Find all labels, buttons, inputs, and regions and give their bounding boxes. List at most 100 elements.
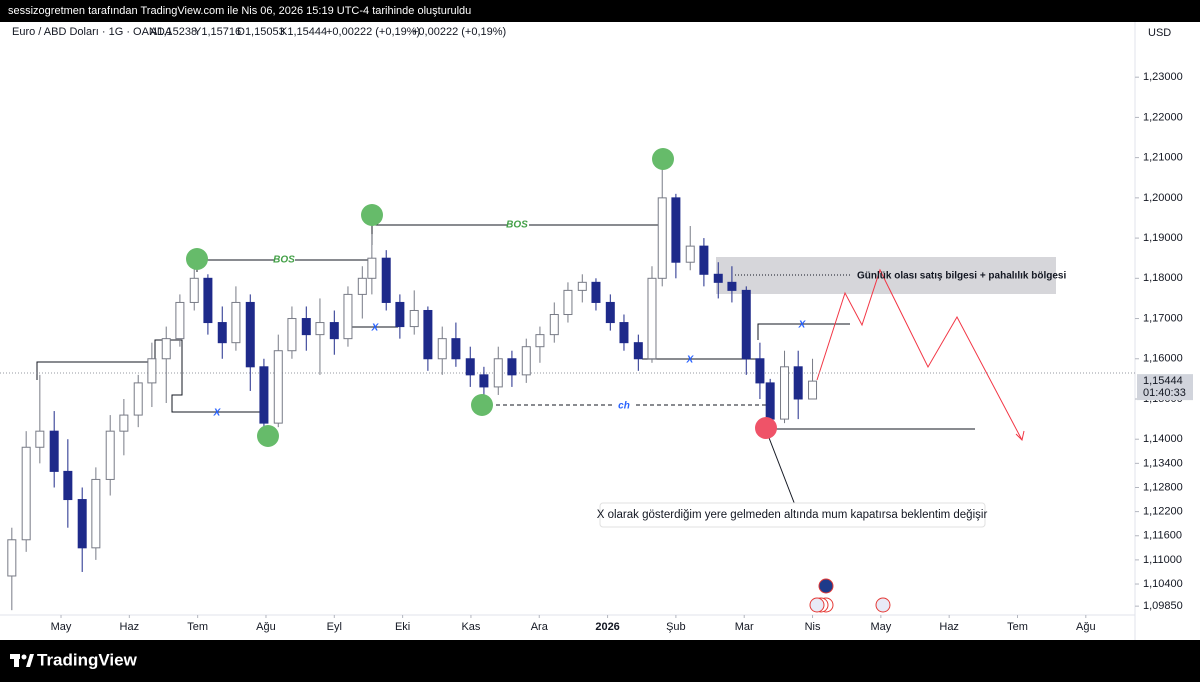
x-tick-label: 2026	[595, 621, 619, 633]
y-tick-label: 1,12200	[1143, 506, 1183, 518]
y-tick-label: 1,09850	[1143, 600, 1183, 612]
x-tick-label: May	[870, 621, 891, 633]
top-bar	[0, 0, 1200, 22]
legend-close: K1,15444	[280, 26, 327, 38]
x-tick-label: Şub	[666, 621, 686, 633]
candle-body	[727, 281, 737, 291]
candle-body	[301, 318, 311, 336]
candle-body	[217, 322, 227, 344]
chart-panel	[0, 22, 1200, 640]
candle-body	[189, 277, 199, 303]
candle-body	[105, 430, 115, 480]
x-tick-label: Haz	[120, 621, 140, 633]
candle-body	[521, 346, 531, 376]
candle-body	[203, 277, 213, 324]
bos-label: BOS	[273, 255, 295, 266]
x-tick-label: Nis	[805, 621, 821, 633]
label-bg	[615, 399, 635, 411]
y-tick-label: 1,16000	[1143, 353, 1183, 365]
y-tick-label: 1,20000	[1143, 192, 1183, 204]
logo-shape	[21, 654, 27, 660]
currency: USD	[1148, 27, 1171, 39]
last-price-tag	[1137, 374, 1193, 401]
candle-body	[175, 301, 185, 340]
swing-low	[471, 394, 493, 416]
event-icon	[818, 578, 834, 594]
candle-body	[699, 245, 709, 275]
candle-body	[685, 245, 695, 263]
logo-shape	[14, 654, 19, 667]
candle-body	[671, 197, 681, 263]
candle-body	[808, 380, 818, 400]
x-label: X	[371, 323, 380, 334]
candle-body	[493, 358, 503, 388]
top-bar-text: sessizogretmen tarafından TradingView.co…	[8, 5, 471, 17]
swing-low	[257, 425, 279, 447]
candle-body	[21, 446, 31, 541]
y-tick-label: 1,11000	[1143, 554, 1182, 566]
candle-body	[535, 334, 545, 348]
candle-body	[765, 382, 775, 420]
x-tick-label: Kas	[461, 621, 480, 633]
candle-body	[409, 309, 419, 328]
x-tick-label: Eki	[395, 621, 410, 633]
legend-change: +0,00222 (+0,19%)	[326, 26, 420, 38]
candle-body	[49, 430, 59, 472]
x-tick-label: Ağu	[1076, 621, 1096, 633]
candle-body	[619, 322, 629, 344]
legend-high: Y1,15716	[194, 26, 241, 38]
candle-body	[577, 281, 587, 291]
projection-arrow	[1015, 430, 1025, 441]
candle-body	[465, 358, 475, 376]
footer-logo	[10, 654, 34, 667]
candle-body	[647, 277, 657, 360]
swing-high	[186, 248, 208, 270]
x-tick-label: May	[51, 621, 72, 633]
x-tick-label: Haz	[939, 621, 959, 633]
candle-body	[315, 322, 325, 336]
swing-points	[186, 148, 777, 447]
candle-body	[35, 430, 45, 448]
candle-body	[133, 382, 143, 416]
y-tick-label: 1,11600	[1143, 530, 1182, 542]
candle-body	[755, 358, 765, 384]
candle-body	[7, 539, 17, 577]
candle-body	[381, 257, 391, 303]
x-tick-label: Tem	[187, 621, 208, 633]
candle-body	[437, 338, 447, 360]
ch-label: ch	[618, 401, 630, 412]
candle-body	[479, 374, 489, 388]
bos-label: BOS	[506, 220, 528, 231]
note-text: X olarak gösterdiğim yere gelmeden altın…	[597, 509, 988, 521]
candle-body	[367, 257, 377, 279]
candle-body	[343, 293, 353, 340]
label-bg	[275, 254, 295, 266]
symbol: Euro / ABD Doları · 1G · OANDA	[12, 26, 173, 38]
projection	[816, 268, 1023, 441]
y-tick-label: 1,10400	[1143, 578, 1183, 590]
y-tick-label: 1,12800	[1143, 481, 1183, 493]
legend-open: A1,15238	[150, 26, 197, 38]
candle-body	[231, 301, 241, 344]
label-bg	[507, 219, 529, 231]
footer-brand: TradingView	[37, 650, 138, 669]
zone-box	[716, 257, 1056, 294]
candle-body	[287, 318, 297, 352]
y-tick-label: 1,22000	[1143, 111, 1183, 123]
callout-line	[765, 429, 796, 506]
candle-body	[329, 322, 339, 340]
candle-body	[657, 197, 667, 279]
candle-body	[395, 301, 405, 328]
candles	[7, 164, 818, 611]
candle-body	[147, 358, 157, 384]
candle-body	[591, 281, 601, 303]
candle-body	[741, 289, 751, 360]
zone-label: Günlük olası satış bilgesi + pahalılık b…	[857, 271, 1066, 282]
candle-body	[793, 366, 803, 400]
x-label: X	[686, 355, 695, 366]
candle-body	[423, 309, 433, 360]
candle-body	[63, 470, 73, 501]
swing-high	[652, 148, 674, 170]
candle-body	[259, 366, 269, 424]
